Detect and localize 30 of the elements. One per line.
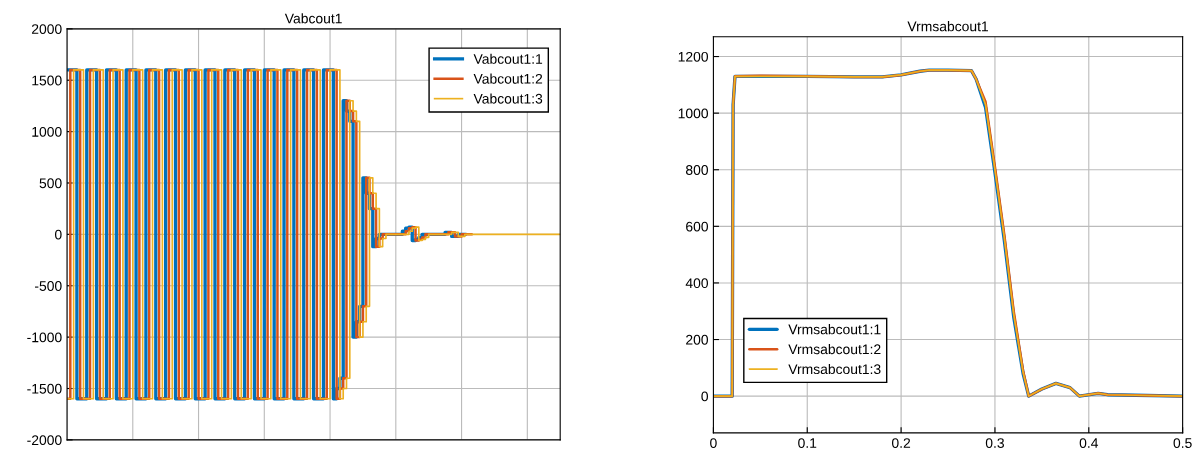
x-tick-label: 0.3 <box>985 438 1004 448</box>
legend-label: Vrmsabcout1:2 <box>788 344 881 355</box>
y-tick-label: 200 <box>686 334 709 345</box>
chart-title: Vabcout1 <box>284 13 342 24</box>
y-tick-label: 500 <box>39 178 62 189</box>
y-tick-label: 400 <box>685 278 709 289</box>
y-tick-label: 2000 <box>31 24 62 34</box>
x-tick-label: 0.2 <box>891 438 911 448</box>
legend-label: Vabcout1:1 <box>473 53 543 64</box>
legend-label: Vrmsabcout1:1 <box>788 324 881 335</box>
x-tick-label: 0.1 <box>798 438 817 448</box>
y-tick-label: 600 <box>686 221 709 232</box>
y-tick-label: 800 <box>685 165 709 175</box>
y-tick-label: -1500 <box>27 383 62 394</box>
legend-label: Vrmsabcout1:3 <box>788 363 881 375</box>
x-tick-label: 0.4 <box>1079 438 1099 448</box>
y-tick-label: 0 <box>54 229 62 240</box>
chart-title: Vrmsabcout1 <box>907 21 988 32</box>
y-tick-label: 0 <box>701 391 709 402</box>
x-tick-label: 0 <box>710 438 717 448</box>
y-tick-label: -2000 <box>27 435 62 446</box>
y-tick-label: -500 <box>34 281 62 291</box>
y-tick-label: 1200 <box>678 51 709 62</box>
legend-label: Vabcout1:2 <box>473 73 543 84</box>
y-tick-label: 1000 <box>678 108 709 119</box>
y-tick-label: -1000 <box>27 332 62 343</box>
y-tick-label: 1000 <box>32 126 62 137</box>
x-tick-label: 0.5 <box>1173 438 1192 448</box>
y-tick-label: 1500 <box>32 75 62 86</box>
legend-label: Vabcout1:3 <box>473 93 543 104</box>
